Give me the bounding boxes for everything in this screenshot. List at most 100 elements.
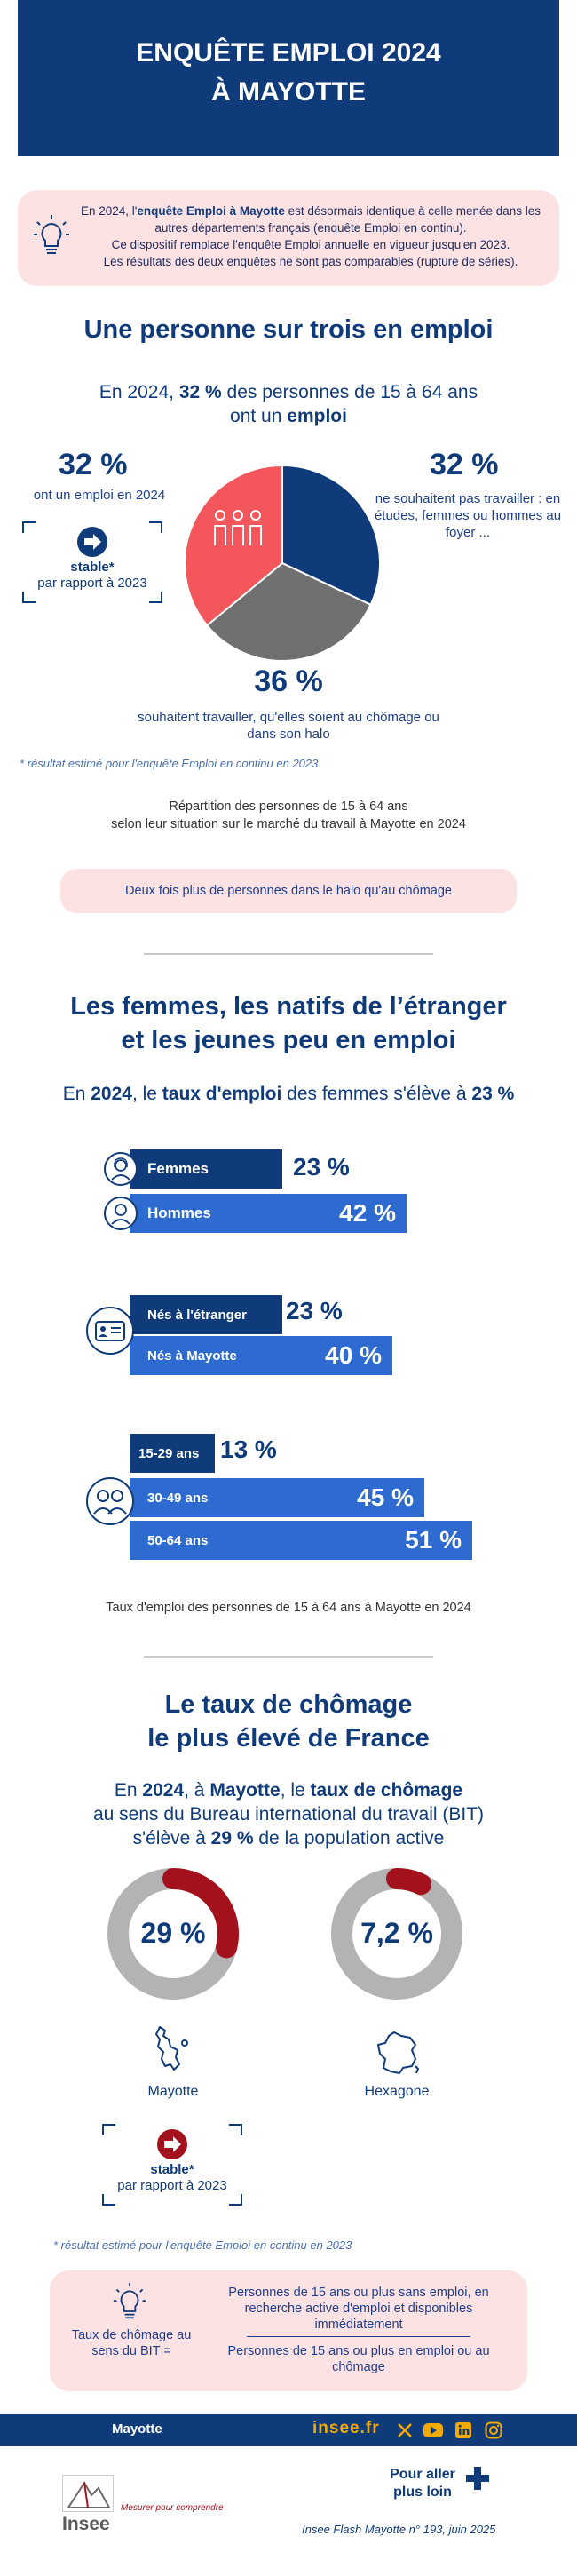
- halo-highlight: Deux fois plus de personnes dans le halo…: [60, 869, 517, 913]
- donut-mayotte-value-arc: [162, 1868, 239, 1959]
- divider-2: [144, 1656, 433, 1658]
- section2-lead-bold: taux d'emploi: [162, 1084, 282, 1104]
- woman-icon: [104, 1152, 138, 1186]
- bar-femmes: Femmes: [130, 1149, 282, 1189]
- lightbulb-icon-2: [113, 2283, 146, 2319]
- section3-lead-place: Mayotte: [209, 1780, 281, 1801]
- arrow-right-icon: [77, 527, 107, 557]
- bar-nes-etranger-label: Nés à l'étranger: [147, 1307, 247, 1323]
- section3-lead-pct: 29 %: [210, 1828, 254, 1849]
- bit-def-numerator: Personnes de 15 ans ou plus sans emploi,…: [228, 2286, 489, 2332]
- insee-logo: [62, 2475, 114, 2512]
- insee-logo-mark: [67, 2481, 111, 2508]
- hexagone-label: Hexagone: [364, 2084, 430, 2099]
- insee-logo-text: Insee: [62, 2514, 110, 2534]
- plus-icon[interactable]: [465, 2466, 490, 2491]
- intro-text-1: En 2024, l': [80, 204, 138, 218]
- intro-text: En 2024, l'enquête Emploi à Mayotte est …: [71, 203, 550, 270]
- pie-slice-2: [184, 464, 283, 627]
- section3-lead-5: s'élève à: [132, 1828, 211, 1849]
- section1-lead-1: En 2024,: [99, 382, 179, 402]
- bar-hommes: Hommes 42 %: [130, 1194, 407, 1233]
- section2-lead: En 2024, le taux d'emploi des femmes s'é…: [0, 1082, 577, 1106]
- section1-title: Une personne sur trois en emploi: [83, 315, 494, 344]
- bar-nes-etranger: Nés à l'étranger: [130, 1295, 282, 1334]
- mayotte-unemployment-donut: [107, 1868, 239, 2000]
- header-title-line2: À MAYOTTE: [211, 77, 366, 107]
- instagram-icon[interactable]: [485, 2421, 502, 2439]
- section2-caption: Taux d'emploi des personnes de 15 à 64 a…: [106, 1601, 471, 1615]
- pie-slice-1: [205, 561, 372, 662]
- bar-50-64: 50-64 ans 51 %: [130, 1521, 472, 1560]
- mayotte-map-icon: [155, 2026, 188, 2071]
- bit-def-denominator: Personnes de 15 ans ou plus en emploi ou…: [227, 2344, 490, 2374]
- section3-lead-1: En: [114, 1780, 143, 1801]
- section2-lead-pct: 23 %: [471, 1084, 515, 1104]
- bar-nes-etranger-value: 23 %: [286, 1297, 343, 1324]
- pie-slice-0: [281, 464, 381, 607]
- intro-text-bold: enquête Emploi à Mayotte: [137, 204, 285, 218]
- more-info-line2: plus loin: [393, 2485, 452, 2500]
- bar-hommes-label: Hommes: [147, 1205, 211, 1221]
- employed-label: ont un emploi en 2024: [33, 488, 166, 503]
- intro-box: En 2024, l'enquête Emploi à Mayotte est …: [18, 190, 559, 286]
- hexagone-unemployment-donut: [331, 1868, 462, 2000]
- section3-title-2: le plus élevé de France: [147, 1724, 430, 1753]
- man-icon: [104, 1197, 138, 1230]
- footer-bar: Mayotte insee.fr: [0, 2414, 577, 2446]
- lightbulb-icon: [34, 215, 69, 254]
- section1-caption-2: selon leur situation sur le marché du tr…: [111, 817, 466, 831]
- employment-pie-chart: [184, 464, 381, 662]
- bar-nes-mayotte-label: Nés à Mayotte: [147, 1348, 237, 1364]
- footer-region: Mayotte: [112, 2421, 162, 2437]
- stable-indicator-2: stable* par rapport à 2023: [101, 2123, 243, 2206]
- stable-sub-1: par rapport à 2023: [37, 576, 147, 591]
- id-card-icon: [86, 1307, 134, 1355]
- want-work-label: souhaitent travailler, qu'elles soient a…: [138, 710, 439, 742]
- publication-reference: Insee Flash Mayotte n° 193, juin 2025: [302, 2523, 496, 2536]
- section2-lead-3: des femmes s'élève à: [281, 1084, 472, 1104]
- bar-hommes-value: 42 %: [339, 1199, 396, 1227]
- stable-label-1: stable*: [70, 560, 115, 575]
- mayotte-unemployment-pct: 29 %: [140, 1917, 206, 1949]
- section3-title: Le taux de chômage le plus élevé de Fran…: [0, 1688, 577, 1755]
- inactive-label: ne souhaitent pas travailler : en études…: [374, 491, 562, 540]
- section1-lead-pct: 32 %: [178, 382, 222, 402]
- section2-lead-year: 2024: [91, 1084, 132, 1104]
- insee-tagline: Mesurer pour comprendre: [121, 2503, 224, 2513]
- donut-hexagone-value-arc: [386, 1868, 432, 1896]
- bracket-frame: [22, 521, 162, 603]
- bit-definition-box: Taux de chômage au sens du BIT = Personn…: [50, 2270, 527, 2391]
- bracket-frame-2: [102, 2124, 242, 2206]
- header-title-line1: ENQUÊTE EMPLOI 2024: [136, 38, 441, 68]
- intro-text-4: Les résultats des deux enquêtes ne sont …: [103, 255, 518, 268]
- x-social-icon[interactable]: [396, 2421, 414, 2439]
- linkedin-icon[interactable]: [454, 2421, 472, 2439]
- section1-lead: En 2024, 32 % des personnes de 15 à 64 a…: [0, 380, 577, 428]
- section3-lead: En 2024, à Mayotte, le taux de chômage a…: [0, 1778, 577, 1850]
- bar-femmes-label: Femmes: [147, 1160, 209, 1177]
- more-info-line1: Pour aller: [390, 2467, 455, 2482]
- section3-lead-2: , à: [184, 1780, 210, 1801]
- bar-30-49-value: 45 %: [357, 1483, 414, 1511]
- page-header: ENQUÊTE EMPLOI 2024 À MAYOTTE: [18, 0, 559, 156]
- section2-lead-2: , le: [131, 1084, 162, 1104]
- section2-title-1: Les femmes, les natifs de l’étranger: [70, 992, 507, 1021]
- stable-sub-2: par rapport à 2023: [117, 2178, 227, 2193]
- section3-title-1: Le taux de chômage: [164, 1690, 413, 1719]
- section1-lead-2: des personnes de 15 à 64 ans: [221, 382, 478, 402]
- more-info-link[interactable]: Pour aller plus loin: [373, 2466, 472, 2501]
- section1-caption-1: Répartition des personnes de 15 à 64 ans: [169, 799, 408, 814]
- section3-lead-6: de la population active: [253, 1828, 445, 1849]
- section2-title-2: et les jeunes peu en emploi: [121, 1026, 456, 1054]
- youtube-icon[interactable]: [423, 2421, 444, 2440]
- inactive-pct: 32 %: [430, 448, 499, 481]
- bar-nes-mayotte: Nés à Mayotte 40 %: [130, 1336, 392, 1375]
- section3-lead-3: , le: [280, 1780, 311, 1801]
- bar-femmes-value: 23 %: [293, 1153, 350, 1181]
- section1-footnote: * résultat estimé pour l'enquête Emploi …: [20, 757, 319, 770]
- footer-site-link[interactable]: insee.fr: [312, 2419, 380, 2437]
- mayotte-label: Mayotte: [147, 2084, 199, 2099]
- arrow-right-icon-red: [157, 2129, 187, 2159]
- age-groups-icon: [86, 1477, 134, 1525]
